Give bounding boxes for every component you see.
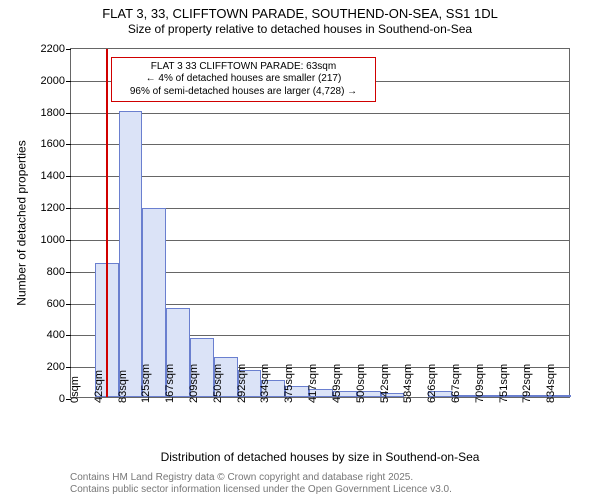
histogram-chart: FLAT 3, 33, CLIFFTOWN PARADE, SOUTHEND-O… bbox=[0, 0, 600, 500]
x-axis-label: Distribution of detached houses by size … bbox=[70, 450, 570, 464]
property-marker-line bbox=[106, 49, 108, 397]
xtick-label: 459sqm bbox=[331, 364, 343, 403]
plot-area: 0200400600800100012001400160018002000220… bbox=[70, 48, 570, 398]
xtick-label: 584sqm bbox=[402, 364, 414, 403]
ytick-label: 1000 bbox=[41, 234, 65, 246]
ytick-label: 400 bbox=[47, 329, 65, 341]
xtick-label: 709sqm bbox=[474, 364, 486, 403]
footer-attribution: Contains HM Land Registry data © Crown c… bbox=[70, 472, 452, 496]
ytick-label: 2000 bbox=[41, 75, 65, 87]
xtick-label: 667sqm bbox=[450, 364, 462, 403]
annotation-line1: FLAT 3 33 CLIFFTOWN PARADE: 63sqm bbox=[117, 61, 370, 74]
annotation-line2: ← 4% of detached houses are smaller (217… bbox=[117, 73, 370, 86]
xtick-label: 167sqm bbox=[164, 364, 176, 403]
ytick-label: 800 bbox=[47, 266, 65, 278]
ytick-label: 600 bbox=[47, 298, 65, 310]
ytick-mark bbox=[66, 49, 71, 50]
ytick-mark bbox=[66, 176, 71, 177]
footer-line2: Contains public sector information licen… bbox=[70, 484, 452, 496]
ytick-mark bbox=[66, 144, 71, 145]
xtick-label: 375sqm bbox=[283, 364, 295, 403]
xtick-label: 0sqm bbox=[69, 376, 81, 403]
ytick-label: 200 bbox=[47, 361, 65, 373]
chart-title-line1: FLAT 3, 33, CLIFFTOWN PARADE, SOUTHEND-O… bbox=[0, 6, 600, 21]
gridline-h bbox=[71, 144, 569, 145]
xtick-label: 334sqm bbox=[259, 364, 271, 403]
ytick-label: 1600 bbox=[41, 138, 65, 150]
ytick-mark bbox=[66, 335, 71, 336]
gridline-h bbox=[71, 176, 569, 177]
xtick-label: 83sqm bbox=[117, 370, 129, 403]
xtick-label: 417sqm bbox=[307, 364, 319, 403]
chart-title-line2: Size of property relative to detached ho… bbox=[0, 22, 600, 36]
xtick-label: 125sqm bbox=[140, 364, 152, 403]
histogram-bar bbox=[119, 111, 143, 397]
ytick-mark bbox=[66, 113, 71, 114]
xtick-label: 209sqm bbox=[188, 364, 200, 403]
xtick-label: 751sqm bbox=[498, 364, 510, 403]
ytick-mark bbox=[66, 81, 71, 82]
ytick-mark bbox=[66, 240, 71, 241]
ytick-label: 2200 bbox=[41, 43, 65, 55]
xtick-label: 542sqm bbox=[379, 364, 391, 403]
ytick-label: 0 bbox=[59, 393, 65, 405]
ytick-label: 1400 bbox=[41, 170, 65, 182]
xtick-label: 626sqm bbox=[426, 364, 438, 403]
xtick-label: 250sqm bbox=[212, 364, 224, 403]
xtick-label: 42sqm bbox=[93, 370, 105, 403]
annotation-line3: 96% of semi-detached houses are larger (… bbox=[117, 86, 370, 99]
ytick-mark bbox=[66, 304, 71, 305]
xtick-label: 834sqm bbox=[545, 364, 557, 403]
footer-line1: Contains HM Land Registry data © Crown c… bbox=[70, 472, 452, 484]
ytick-mark bbox=[66, 367, 71, 368]
y-axis-label: Number of detached properties bbox=[15, 140, 29, 305]
gridline-h bbox=[71, 113, 569, 114]
xtick-label: 292sqm bbox=[236, 364, 248, 403]
ytick-mark bbox=[66, 208, 71, 209]
xtick-label: 500sqm bbox=[355, 364, 367, 403]
ytick-label: 1200 bbox=[41, 202, 65, 214]
xtick-label: 792sqm bbox=[521, 364, 533, 403]
ytick-label: 1800 bbox=[41, 107, 65, 119]
ytick-mark bbox=[66, 272, 71, 273]
y-axis-label-container: Number of detached properties bbox=[14, 48, 30, 398]
annotation-box: FLAT 3 33 CLIFFTOWN PARADE: 63sqm← 4% of… bbox=[111, 57, 376, 103]
